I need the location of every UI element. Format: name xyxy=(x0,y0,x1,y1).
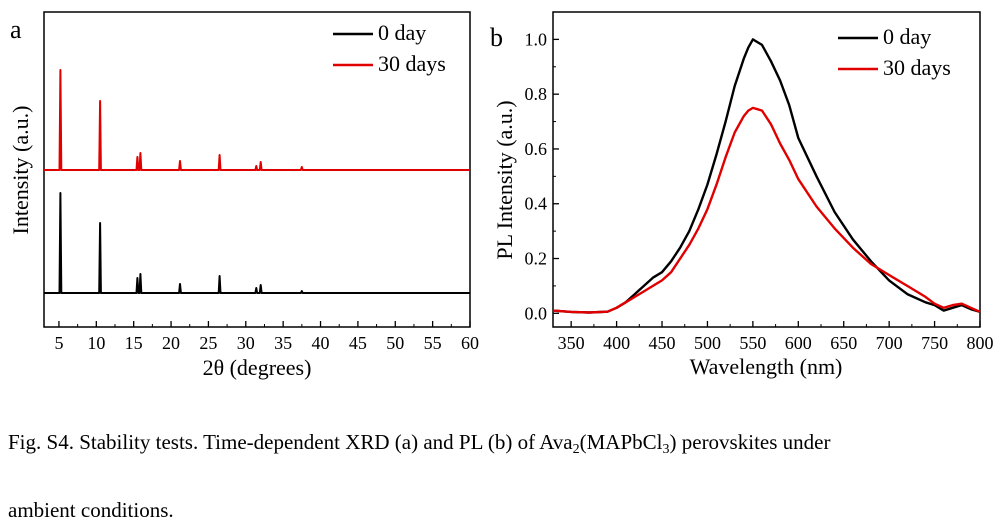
legend-label-a: 0 day xyxy=(378,20,426,45)
x-tick-label-a: 50 xyxy=(386,333,404,353)
caption-subscript-2: 3 xyxy=(662,442,670,457)
x-tick-label-a: 40 xyxy=(312,333,330,353)
x-tick-label-b: 800 xyxy=(967,333,994,353)
xrd-series-group xyxy=(44,69,470,294)
y-tick-label-b: 0.2 xyxy=(525,249,548,269)
panel-a-xrd: a 5 10 15 20 25 30 35 40 45 50 55 60 2θ (degrees) I… xyxy=(8,11,479,380)
plot-area-b xyxy=(552,11,981,328)
x-tick-label-b: 400 xyxy=(603,333,630,353)
x-tick-label-a: 60 xyxy=(461,333,479,353)
legend-label-a: 30 days xyxy=(378,51,446,76)
x-tick-label-b: 450 xyxy=(649,333,676,353)
figure-caption-line-1: Fig. S4. Stability tests. Time-dependent… xyxy=(8,429,831,457)
panel-b-pl: b 350 400 450 500 550 600 650 700 750 800 0.00.20… xyxy=(490,11,994,379)
x-tick-label-a: 15 xyxy=(125,333,143,353)
y-tick-label-b: 0.0 xyxy=(525,303,548,323)
pl-line-30-days xyxy=(552,106,981,314)
x-tick-label-b: 550 xyxy=(739,333,766,353)
figure: a 5 10 15 20 25 30 35 40 45 50 55 60 2θ (degrees) I… xyxy=(8,11,994,380)
figure-caption-line-2: ambient conditions. xyxy=(8,498,174,522)
x-tick-label-b: 750 xyxy=(921,333,948,353)
x-tick-label-a: 10 xyxy=(87,333,105,353)
x-tick-label-b: 600 xyxy=(785,333,812,353)
y-tick-label-b: 0.4 xyxy=(525,194,548,214)
caption-text-c: ) perovskites under xyxy=(669,430,831,454)
pl-series-group xyxy=(552,38,981,314)
x-axis-label-a: 2θ (degrees) xyxy=(203,355,312,380)
y-tick-label-b: 1.0 xyxy=(525,29,548,49)
x-tick-label-b: 500 xyxy=(694,333,721,353)
y-axis-label-a: Intensity (a.u.) xyxy=(8,106,33,235)
x-tick-label-a: 25 xyxy=(199,333,217,353)
y-axis-label-b: PL Intensity (a.u.) xyxy=(492,100,517,259)
legend-label-b: 30 days xyxy=(883,55,951,80)
x-tick-label-a: 20 xyxy=(162,333,180,353)
caption-subscript-1: 2 xyxy=(572,442,580,457)
panel-label-a: a xyxy=(10,15,22,44)
y-axis-ticks-b: 0.0 0.2 0.4 0.6 0.8 1.0 xyxy=(525,11,559,323)
y-tick-label-b: 0.6 xyxy=(525,139,548,159)
x-tick-label-a: 55 xyxy=(424,333,442,353)
x-tick-label-a: 5 xyxy=(54,333,63,353)
x-tick-label-a: 45 xyxy=(349,333,367,353)
x-tick-label-b: 650 xyxy=(830,333,857,353)
x-tick-label-b: 350 xyxy=(558,333,585,353)
legend-a: 0 day 30 days xyxy=(333,20,446,76)
caption-text-a: Fig. S4. Stability tests. Time-dependent… xyxy=(8,430,573,454)
pl-line-0-day xyxy=(552,38,981,314)
xrd-line-0-day xyxy=(44,192,470,294)
panel-label-b: b xyxy=(490,23,503,52)
legend-label-b: 0 day xyxy=(883,24,931,49)
x-axis-ticks-b: 350 400 450 500 550 600 650 700 750 800 xyxy=(558,321,994,353)
legend-b: 0 day 30 days xyxy=(838,24,951,80)
xrd-line-30-days xyxy=(44,69,470,171)
y-tick-label-b: 0.8 xyxy=(525,84,548,104)
x-axis-ticks-a: 5 10 15 20 25 30 35 40 45 50 55 60 xyxy=(54,321,479,353)
caption-text-b: (MAPbCl xyxy=(579,430,663,454)
x-axis-label-b: Wavelength (nm) xyxy=(690,354,843,379)
x-tick-label-a: 30 xyxy=(237,333,255,353)
x-tick-label-b: 700 xyxy=(876,333,903,353)
x-tick-label-a: 35 xyxy=(274,333,292,353)
